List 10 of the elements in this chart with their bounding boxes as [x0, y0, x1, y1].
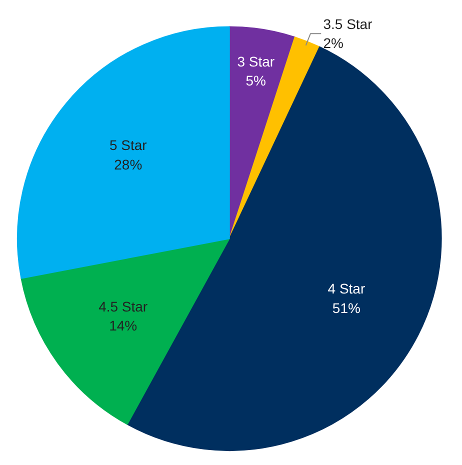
slice-label: 5 Star: [109, 137, 148, 154]
slice-label: 3 Star: [237, 53, 275, 70]
slice-label: 4 Star: [328, 280, 366, 297]
data-label: 14%: [109, 317, 138, 334]
data-label: 28%: [114, 156, 142, 172]
slice-label: 3.5 Star: [323, 16, 373, 32]
slice-label: 4.5 Star: [98, 298, 148, 314]
data-label: 2%: [323, 35, 344, 52]
data-label: 5%: [246, 72, 266, 89]
data-label: 51%: [332, 300, 360, 316]
